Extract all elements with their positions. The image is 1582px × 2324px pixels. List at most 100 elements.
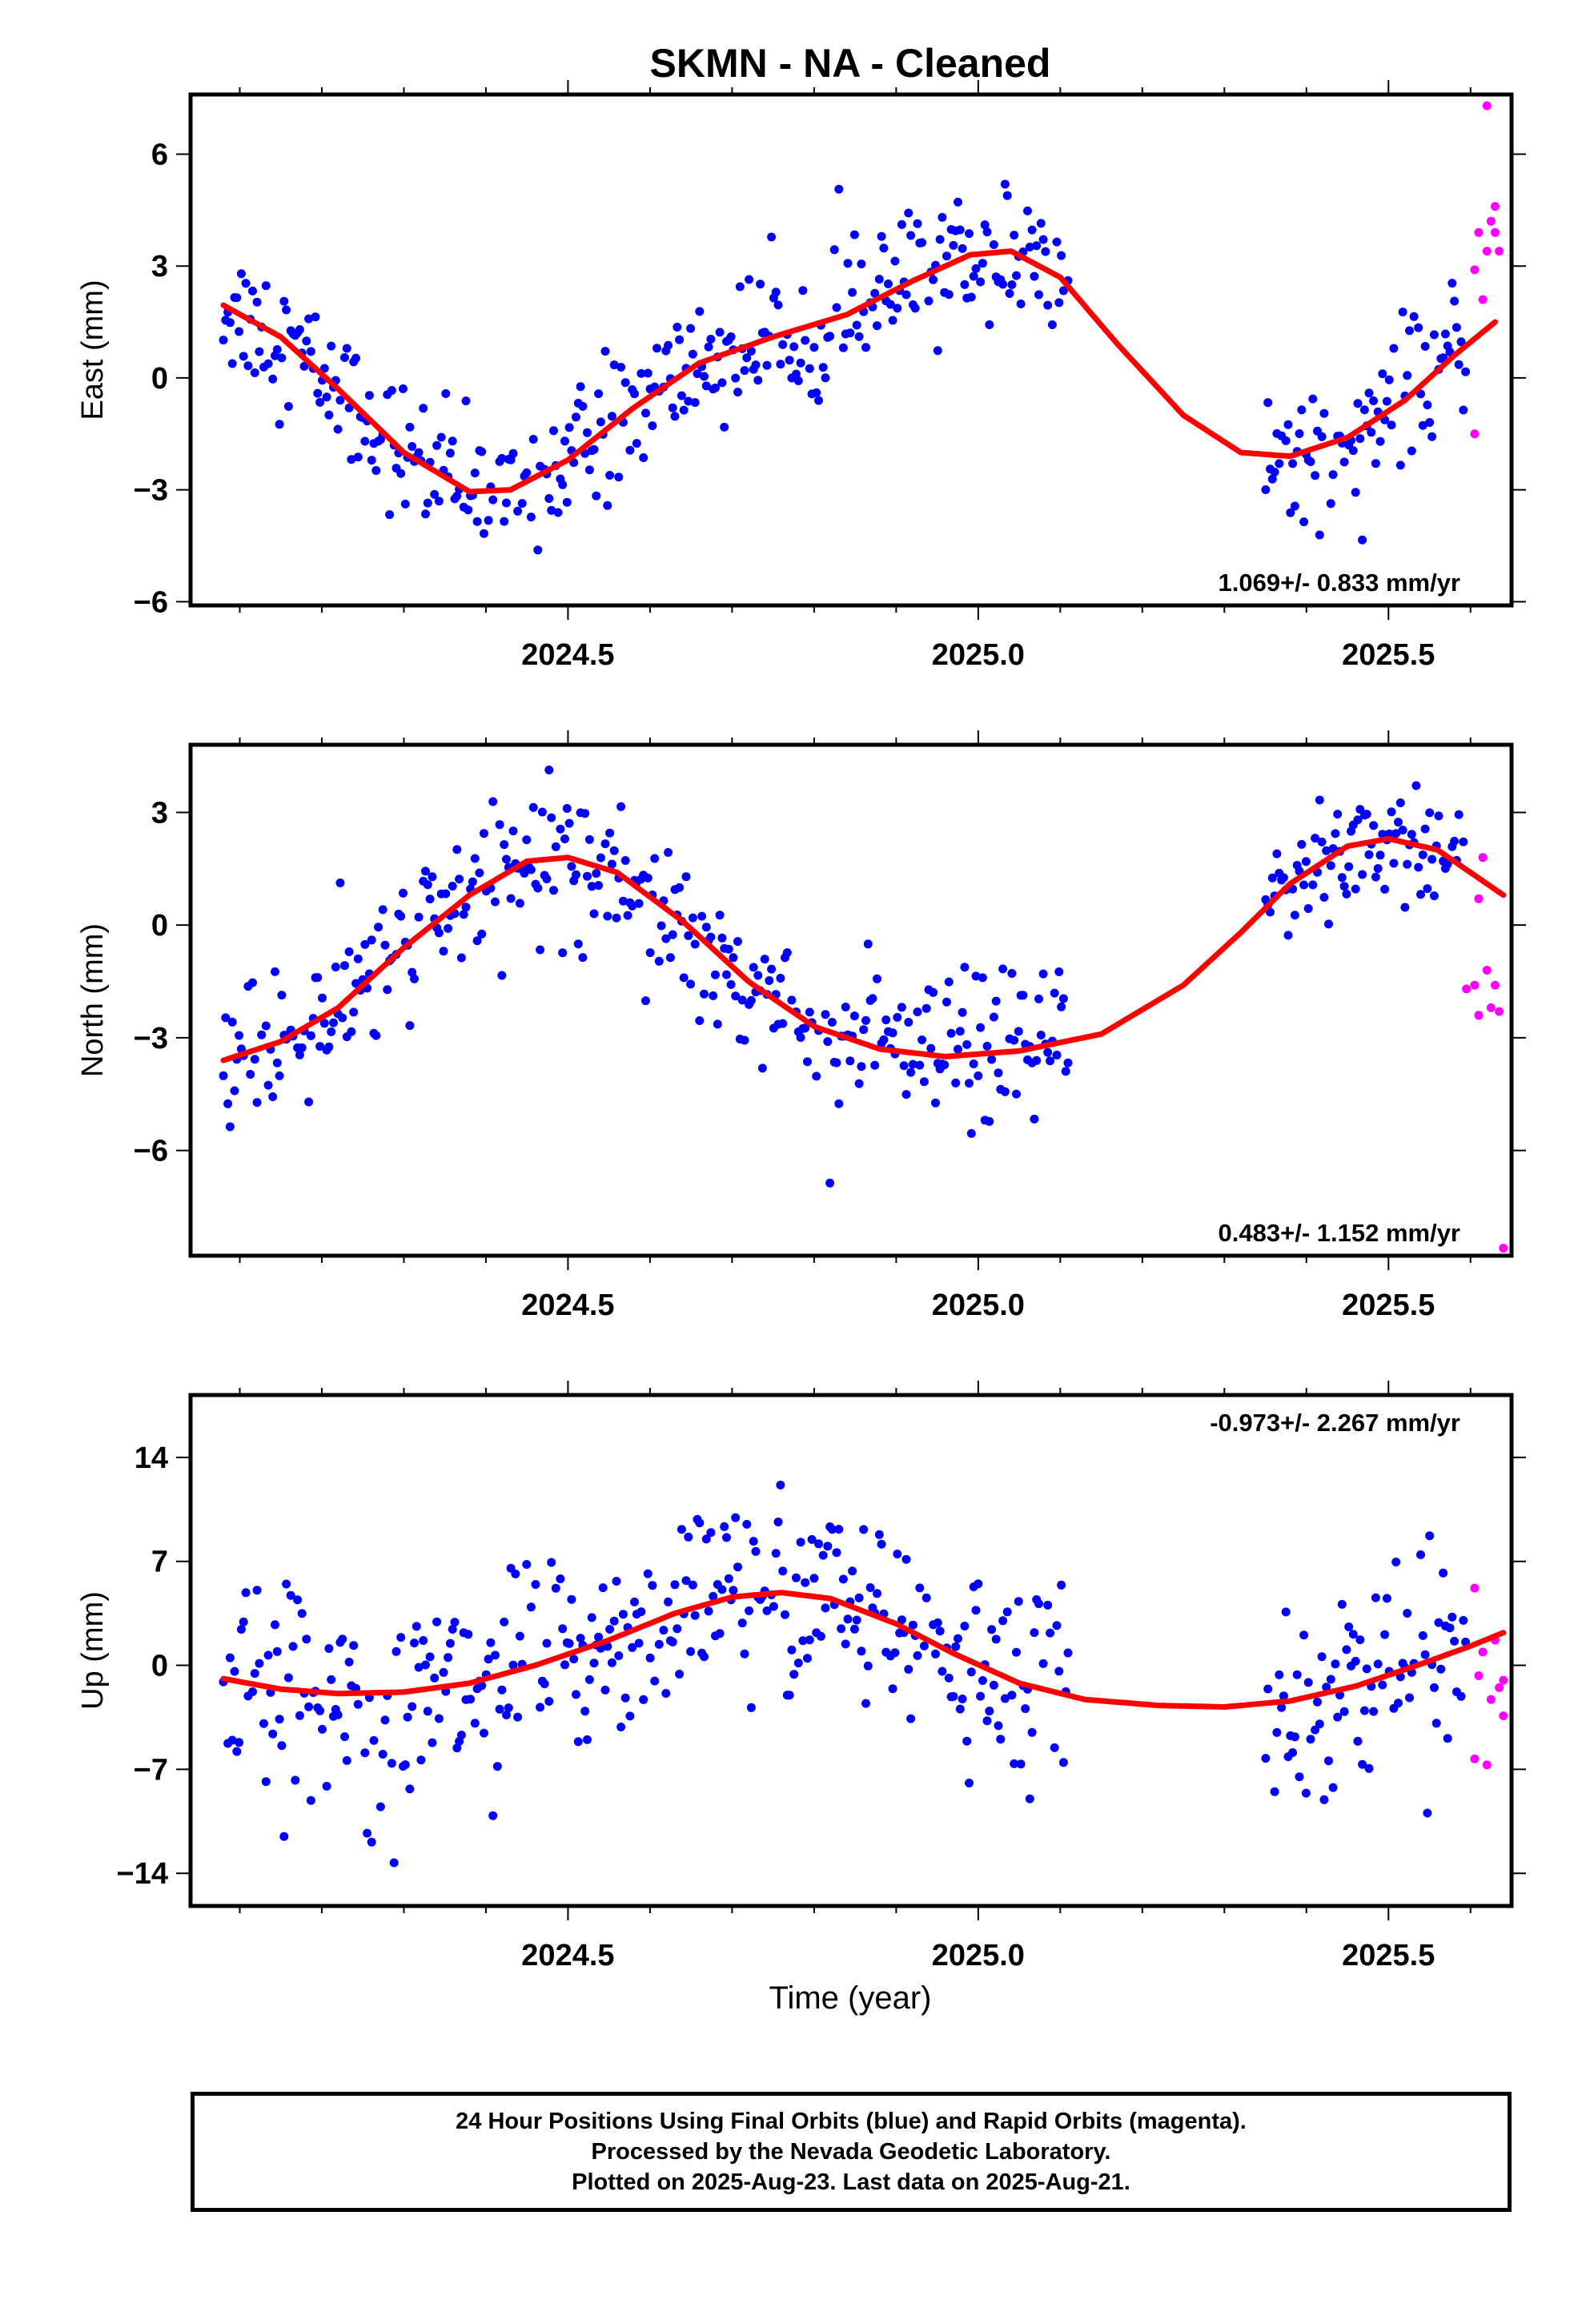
fit-curve [220, 1590, 1507, 1710]
data-point [367, 1837, 376, 1847]
data-point [526, 865, 536, 875]
final-orbit-points [219, 766, 1468, 1188]
data-point [1263, 1684, 1273, 1694]
data-point [1331, 829, 1340, 838]
data-point [994, 1068, 1003, 1078]
data-point [1050, 1743, 1059, 1752]
data-point [1429, 1683, 1439, 1692]
data-point [360, 939, 370, 949]
data-point [387, 386, 396, 395]
data-point [731, 1513, 741, 1522]
rapid-point [1499, 1675, 1508, 1685]
data-point [616, 363, 626, 372]
data-point [410, 1638, 419, 1648]
data-point [1322, 1683, 1331, 1692]
data-point [701, 381, 711, 391]
data-point [1326, 861, 1335, 870]
data-point [816, 1631, 825, 1641]
data-point [630, 1597, 639, 1606]
data-point [297, 1043, 307, 1052]
data-point [978, 973, 987, 983]
data-point [955, 1704, 965, 1714]
data-point [717, 378, 727, 388]
data-point [612, 913, 621, 923]
y-tick-label: −7 [134, 1753, 168, 1787]
data-point [564, 818, 574, 828]
data-point [688, 349, 697, 359]
data-point [859, 1025, 869, 1035]
data-point [286, 1590, 295, 1600]
data-point [859, 1525, 869, 1534]
data-point [551, 1583, 560, 1593]
data-point [893, 304, 902, 313]
data-point [448, 882, 457, 891]
data-point [901, 1554, 911, 1564]
data-point [1420, 1650, 1430, 1659]
data-point [434, 1714, 444, 1723]
data-point [709, 991, 718, 1000]
data-point [239, 352, 248, 361]
data-point [306, 1031, 315, 1040]
data-point [987, 1055, 997, 1064]
data-point [1012, 271, 1021, 280]
data-point [614, 1651, 624, 1660]
data-point [1025, 243, 1034, 251]
data-point [1394, 1699, 1403, 1708]
data-point [778, 340, 788, 349]
data-point [940, 1060, 950, 1070]
data-point [966, 1667, 976, 1677]
data-point [272, 345, 282, 354]
rapid-point [1486, 1003, 1496, 1012]
data-point [598, 1583, 608, 1593]
data-point [315, 1706, 325, 1715]
data-point [832, 303, 841, 312]
data-point [560, 436, 569, 446]
data-point [558, 948, 568, 958]
data-point [697, 911, 707, 921]
data-point [706, 1528, 716, 1538]
data-point [297, 1609, 307, 1618]
data-point [1319, 1795, 1329, 1804]
data-point [715, 328, 725, 337]
x-tick-label: 2024.5 [521, 638, 614, 672]
data-point [693, 369, 702, 379]
data-point [1407, 446, 1416, 456]
data-point [583, 1735, 592, 1744]
data-point [1459, 837, 1468, 846]
data-point [360, 1748, 370, 1758]
data-point [994, 1721, 1003, 1731]
data-point [801, 1023, 810, 1033]
data-point [472, 517, 482, 526]
data-point [235, 1738, 244, 1747]
data-point [798, 1636, 808, 1646]
data-point [630, 389, 639, 399]
data-point [399, 384, 408, 393]
data-point [488, 1811, 498, 1820]
data-point [225, 1653, 235, 1663]
data-point [1398, 308, 1407, 317]
data-point [1058, 1758, 1068, 1767]
data-point [572, 870, 580, 879]
data-point [888, 1028, 897, 1038]
data-point [656, 921, 666, 931]
data-point [785, 1691, 794, 1700]
data-point [636, 368, 646, 378]
rapid-point [1491, 227, 1500, 237]
data-point [477, 447, 487, 456]
data-point [408, 1702, 417, 1711]
data-point [560, 834, 569, 843]
data-point [302, 1634, 311, 1644]
data-point [942, 251, 951, 261]
data-point [1326, 499, 1335, 509]
data-point [544, 1697, 554, 1706]
data-point [861, 1015, 870, 1025]
data-point [495, 820, 504, 830]
data-point [751, 1546, 761, 1556]
data-point [461, 396, 471, 406]
data-point [645, 1653, 655, 1663]
data-point [1456, 337, 1466, 347]
data-point [801, 336, 810, 345]
data-point [383, 985, 392, 995]
data-point [1283, 931, 1293, 940]
data-point [776, 974, 785, 983]
